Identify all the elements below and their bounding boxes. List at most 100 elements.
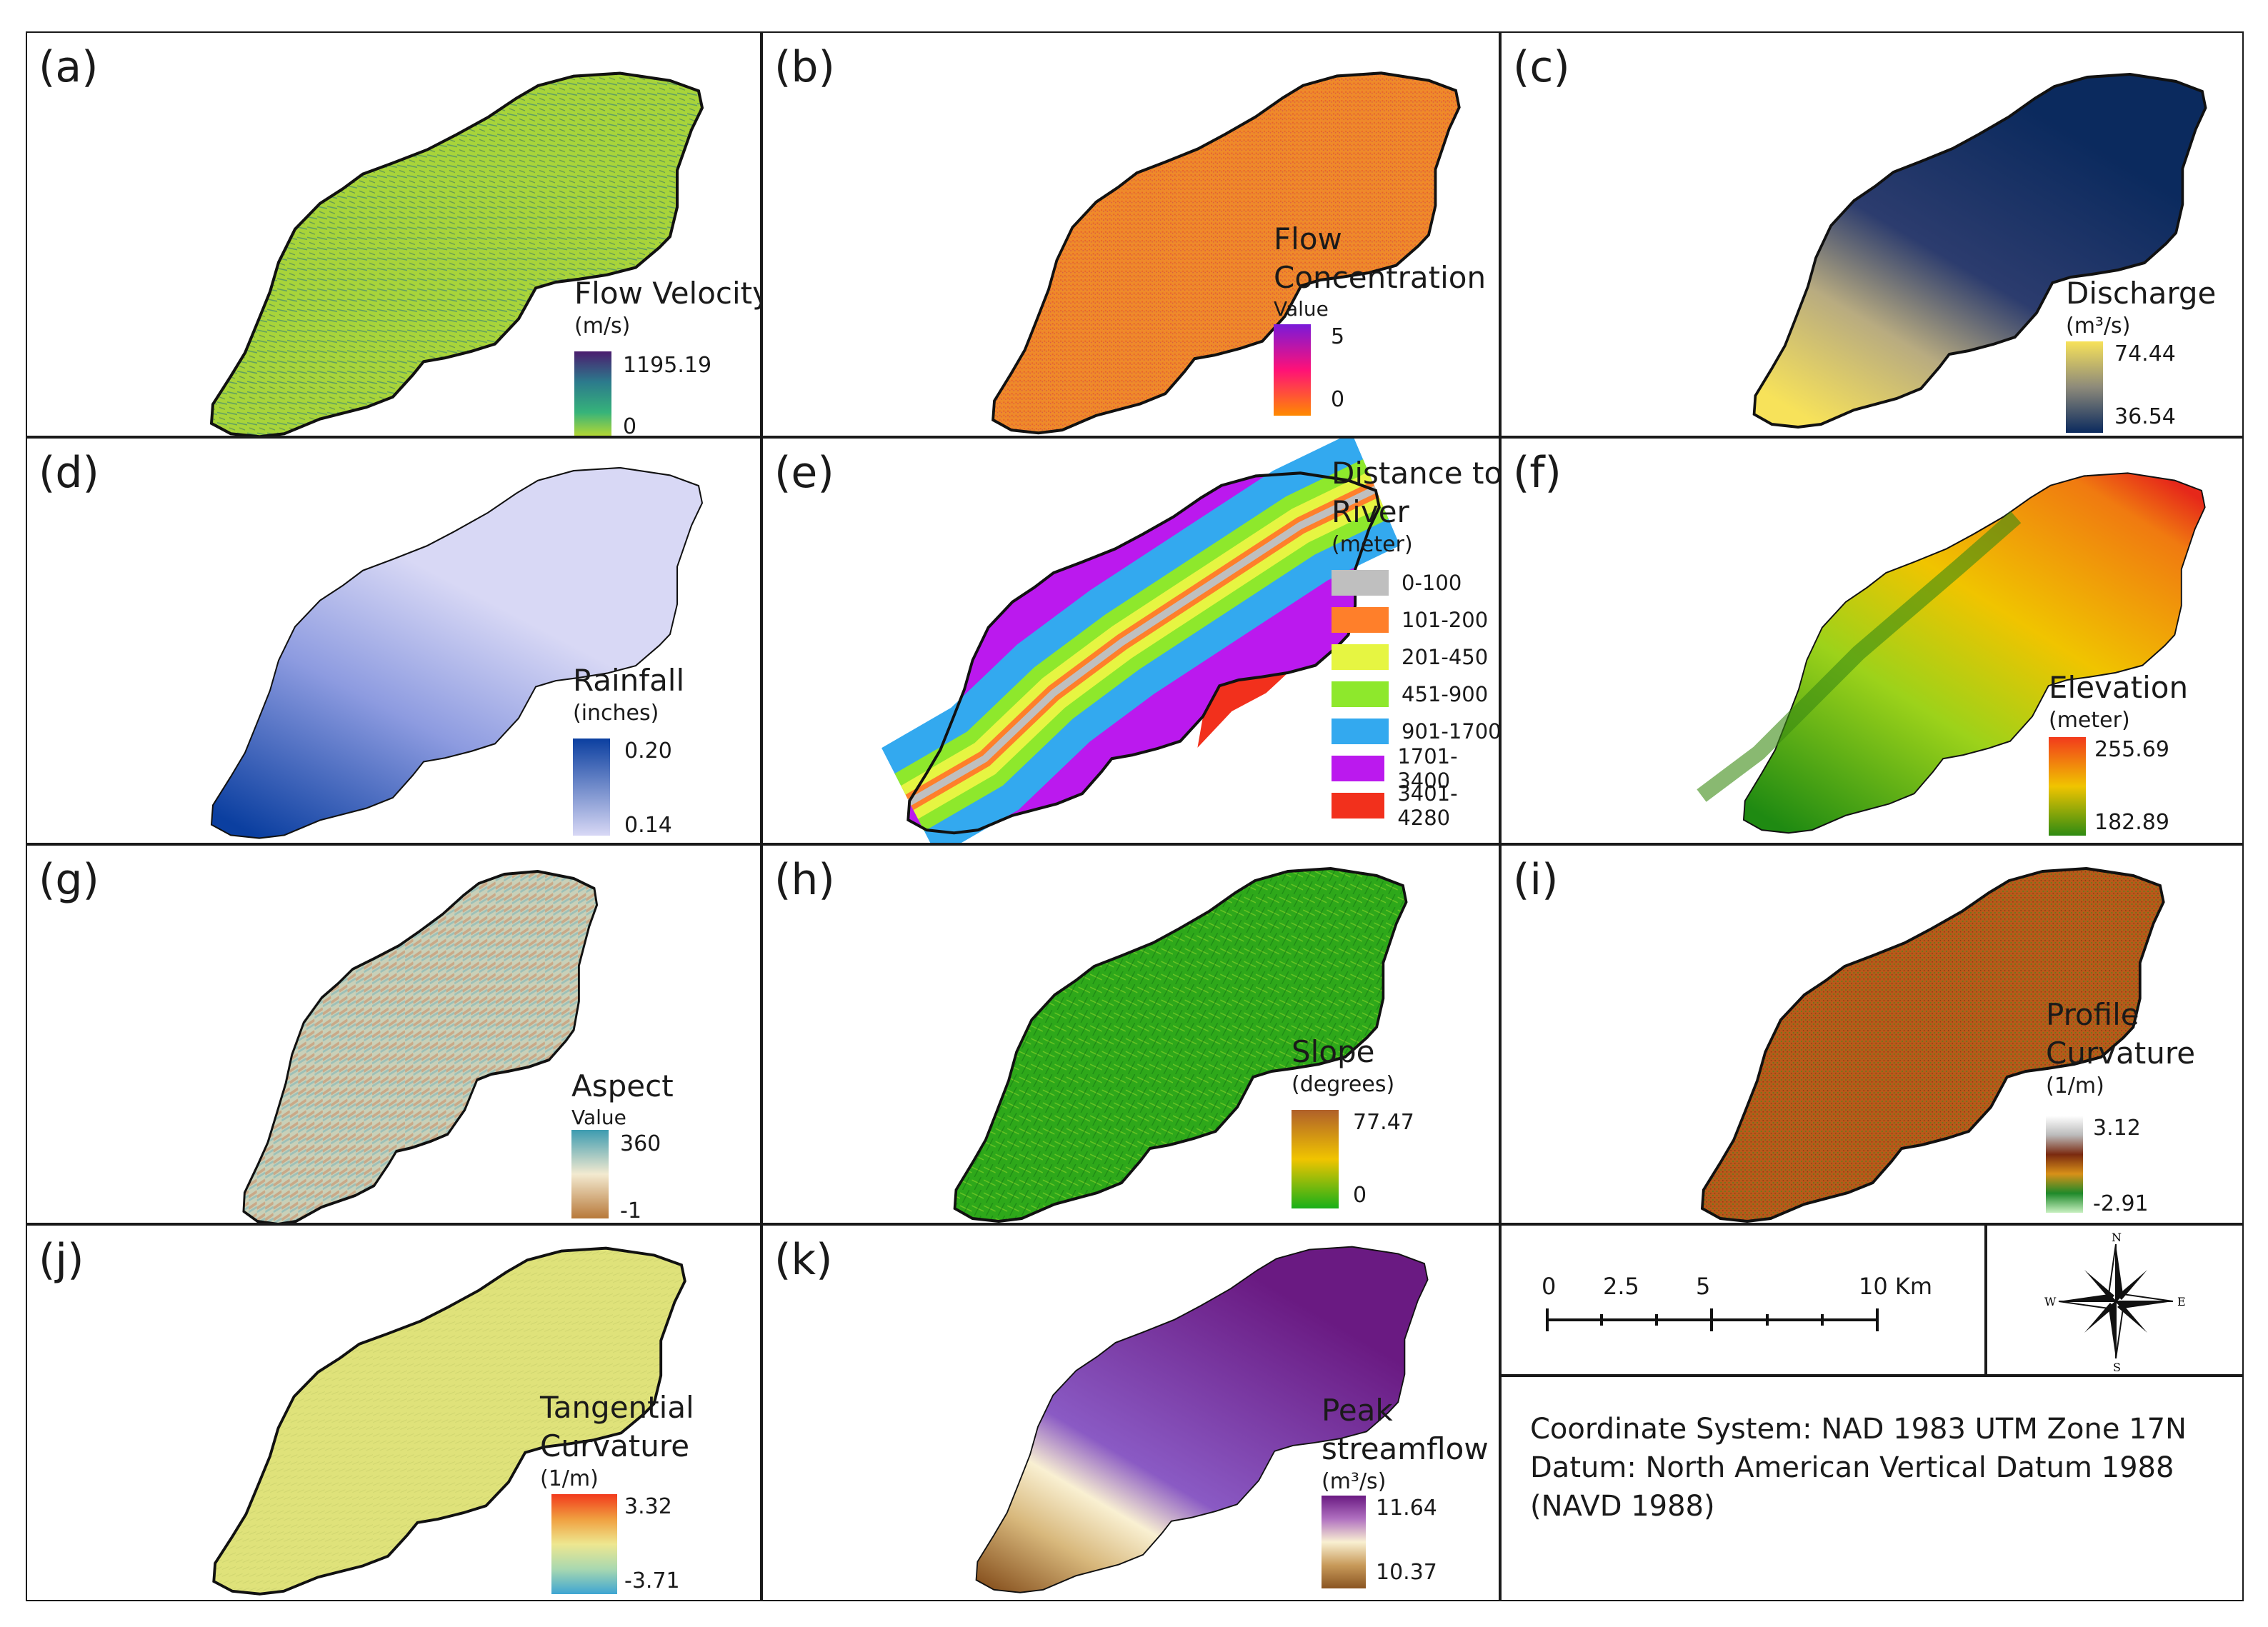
compass-e: E xyxy=(2177,1295,2186,1308)
legend-title-line-1: Flow xyxy=(1274,221,1342,256)
legend-min: 36.54 xyxy=(2114,404,2176,429)
legend-title-line-1: Profile xyxy=(2046,997,2139,1032)
legend-title-line-2: streamflow xyxy=(1322,1431,1489,1466)
legend-min: -3.71 xyxy=(624,1568,680,1593)
legend-class-row: 3401-4280 xyxy=(1332,781,1499,830)
legend-title: Elevation xyxy=(2049,670,2189,705)
compass-n: N xyxy=(2112,1231,2122,1244)
legend-color-ramp xyxy=(1322,1496,1366,1588)
watershed-map xyxy=(881,439,1400,843)
panel-label: (c) xyxy=(1513,42,1570,92)
panel-label: (b) xyxy=(774,42,835,92)
legend-max: 1195.19 xyxy=(623,353,712,378)
legend-profile-curvature: Profile Curvature (1/m) 3.12 -2.91 xyxy=(2046,996,2195,1216)
legend-units: (meter) xyxy=(1332,532,1413,557)
panel-label: (e) xyxy=(774,448,834,498)
panel-label: (f) xyxy=(1513,448,1562,498)
legend-max: 74.44 xyxy=(2114,341,2176,366)
legend-class-row: 901-1700 xyxy=(1332,713,1500,750)
legend-class-swatch xyxy=(1332,644,1389,670)
legend-color-ramp xyxy=(573,739,610,836)
legend-max: 5 xyxy=(1331,324,1345,349)
legend-value-label: Value xyxy=(571,1106,626,1129)
legend-color-ramp xyxy=(2066,341,2103,433)
legend-title-line-1: Distance to xyxy=(1332,456,1500,491)
legend-class-label: 3401-4280 xyxy=(1397,781,1458,830)
panel-e-distance-to-river: (e) Distance to River (meter) 0-100 101-2… xyxy=(761,437,1500,844)
legend-class-row: 201-450 xyxy=(1332,639,1499,676)
panel-b-flow-concentration: (b) Flow Concentration Value 5 0 xyxy=(761,31,1500,437)
legend-units: (1/m) xyxy=(540,1466,599,1491)
compass-rose-icon: N S E W xyxy=(2044,1231,2186,1374)
legend-color-ramp xyxy=(1292,1110,1339,1208)
legend-units: (degrees) xyxy=(1292,1072,1395,1097)
legend-class-label: 901-1700 xyxy=(1402,719,1500,744)
panel-g-aspect: (g) Aspect Value 360 -1 xyxy=(26,844,761,1224)
legend-discharge: Discharge (m³/s) 74.44 36.54 xyxy=(2066,274,2217,433)
panel-i-profile-curvature: (i) Profile Curvature (1/m) 3.12 -2.91 xyxy=(1500,844,2244,1224)
legend-elevation: Elevation (meter) 255.69 182.89 xyxy=(2049,669,2189,836)
scale-tick-0: 0 xyxy=(1542,1273,1557,1300)
north-arrow-box: N S E W xyxy=(1986,1224,2244,1376)
legend-title-line-2: Curvature xyxy=(540,1428,690,1463)
legend-class-label: 451-900 xyxy=(1402,682,1489,706)
legend-title: Flow Velocity xyxy=(574,276,761,311)
compass-w: W xyxy=(2044,1295,2057,1308)
legend-class-label: 1701-3400 xyxy=(1397,744,1458,793)
legend-max: 3.12 xyxy=(2093,1116,2141,1141)
legend-min: 0 xyxy=(623,414,637,437)
legend-class-label: 0-100 xyxy=(1402,571,1462,595)
coordinate-info-box: Coordinate System: NAD 1983 UTM Zone 17N… xyxy=(1500,1376,2244,1601)
legend-color-ramp xyxy=(571,1130,609,1218)
coordinate-system-text: Coordinate System: NAD 1983 UTM Zone 17N xyxy=(1530,1413,2187,1446)
legend-color-ramp xyxy=(574,351,611,436)
legend-max: 0.20 xyxy=(624,739,672,764)
panel-a-flow-velocity: (a) Flow Velocity (m/s) 1195.19 0 xyxy=(26,31,761,437)
panel-label: (g) xyxy=(39,855,99,905)
legend-title-line-1: Tangential xyxy=(540,1390,694,1425)
panel-d-rainfall: (d) Rainfall (inches) 0.20 0.14 xyxy=(26,437,761,844)
panel-k-peak-streamflow: (k) Peak streamflow (m³/s) 11.64 10.37 xyxy=(761,1224,1500,1601)
panel-label: (a) xyxy=(39,42,99,92)
legend-title: Discharge xyxy=(2066,276,2217,311)
legend-class-swatch xyxy=(1332,756,1385,781)
legend-tangential-curvature: Tangential Curvature (1/m) 3.32 -3.71 xyxy=(540,1388,694,1594)
legend-aspect: Aspect Value 360 -1 xyxy=(571,1067,674,1223)
legend-class-row: 101-200 xyxy=(1332,601,1499,639)
legend-min: 10.37 xyxy=(1376,1560,1437,1585)
legend-title: Aspect xyxy=(571,1068,674,1103)
watershed-map xyxy=(1697,472,2206,834)
scale-tick-10-km: 10 Km xyxy=(1859,1273,1933,1300)
legend-max: 360 xyxy=(620,1131,661,1156)
scale-tick-5: 5 xyxy=(1696,1273,1711,1300)
legend-value-label: Value xyxy=(1274,297,1329,321)
legend-min: -1 xyxy=(620,1198,641,1223)
legend-color-ramp xyxy=(2046,1116,2083,1213)
panel-label: (h) xyxy=(774,855,835,905)
legend-title: Rainfall xyxy=(573,663,685,698)
panel-label: (k) xyxy=(774,1235,833,1285)
legend-max: 255.69 xyxy=(2094,737,2169,762)
legend-rainfall: Rainfall (inches) 0.20 0.14 xyxy=(573,661,685,838)
legend-min: 182.89 xyxy=(2094,810,2169,835)
legend-units: (meter) xyxy=(2049,708,2130,733)
watershed-map xyxy=(210,466,704,839)
legend-class-swatch xyxy=(1332,793,1385,818)
scale-bar-graphic xyxy=(1546,1308,1879,1331)
panel-label: (j) xyxy=(39,1235,84,1285)
legend-min: 0 xyxy=(1331,387,1345,412)
legend-units: (inches) xyxy=(573,701,659,726)
legend-class-row: 0-100 xyxy=(1332,564,1499,601)
scale-bar-box: 0 2.5 5 10 Km xyxy=(1500,1224,1986,1376)
legend-title-line-2: River xyxy=(1332,494,1409,529)
legend-units: (1/m) xyxy=(2046,1073,2104,1098)
scale-tick-2-5: 2.5 xyxy=(1603,1273,1639,1300)
watershed-map xyxy=(241,870,599,1223)
legend-units: (m/s) xyxy=(574,314,631,339)
legend-color-ramp xyxy=(2049,737,2086,836)
panel-f-elevation: (f) Elevation (meter) 255.69 182.89 xyxy=(1500,437,2244,844)
legend-min: 0 xyxy=(1353,1183,1367,1208)
watershed-map xyxy=(1752,73,2207,429)
legend-title: Slope xyxy=(1292,1034,1375,1069)
legend-distance-to-river: Distance to River (meter) 0-100 101-200 20… xyxy=(1332,454,1500,830)
